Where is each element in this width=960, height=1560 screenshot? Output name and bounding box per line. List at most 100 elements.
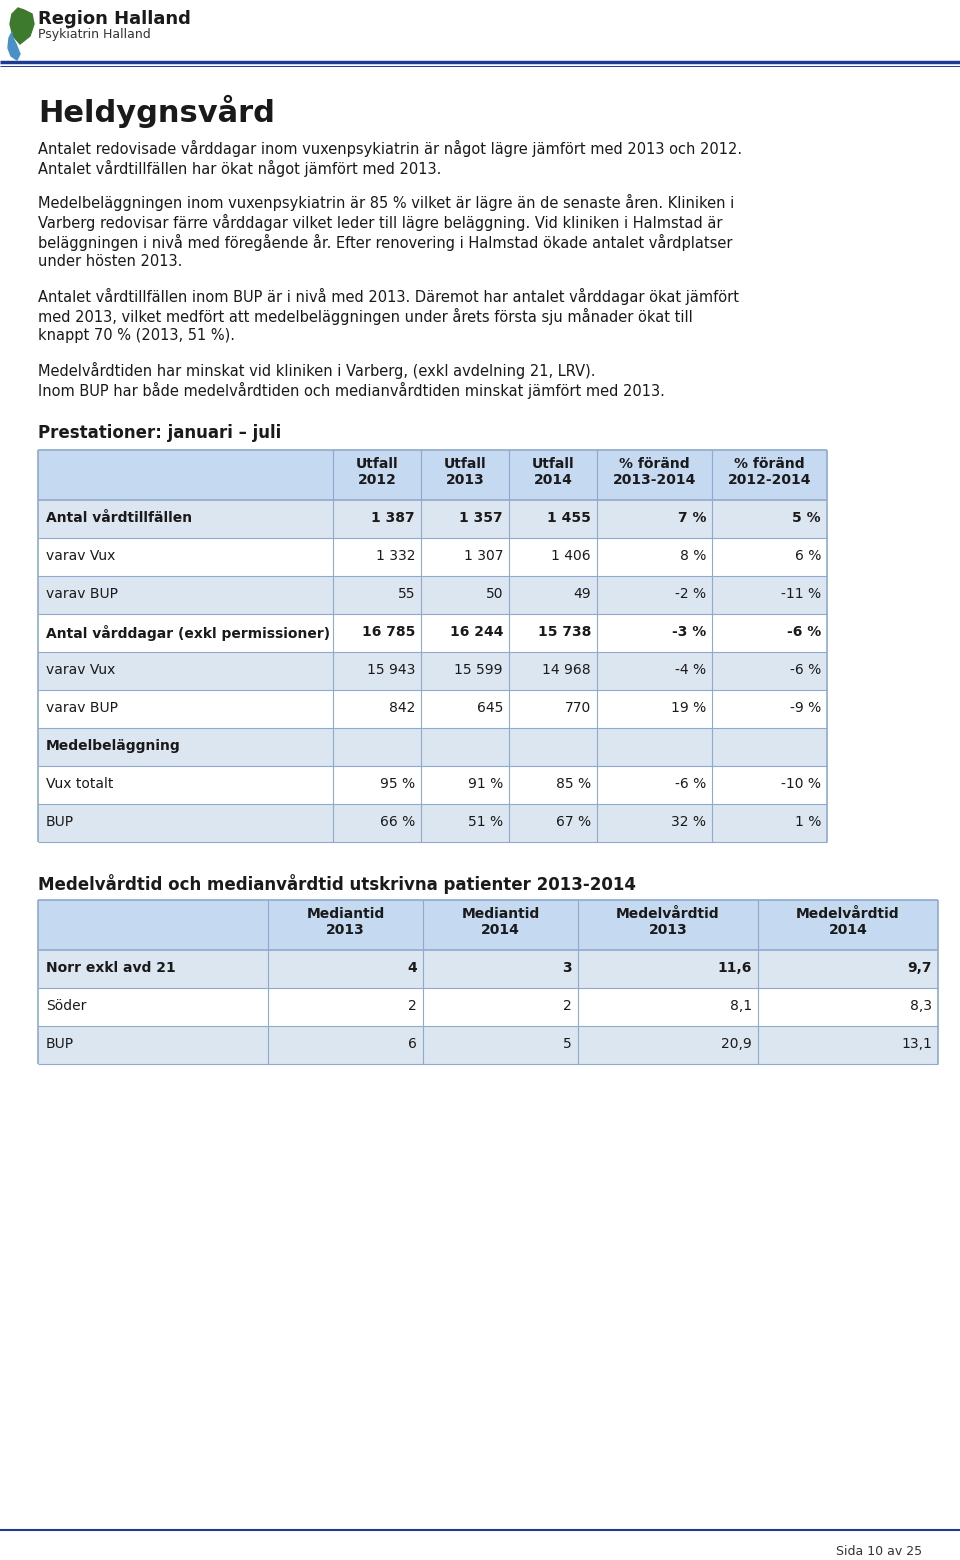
Text: -6 %: -6 % (790, 663, 821, 677)
Text: 8,3: 8,3 (910, 998, 932, 1012)
Text: Medelvårdtiden har minskat vid kliniken i Varberg, (exkl avdelning 21, LRV).: Medelvårdtiden har minskat vid kliniken … (38, 362, 595, 379)
Text: 842: 842 (389, 700, 415, 714)
Text: BUP: BUP (46, 814, 74, 828)
Text: Utfall: Utfall (444, 457, 487, 471)
Text: 3: 3 (563, 961, 572, 975)
Text: Prestationer: januari – juli: Prestationer: januari – juli (38, 424, 281, 441)
Text: med 2013, vilket medfört att medelbeläggningen under årets första sju månader ök: med 2013, vilket medfört att medelbelägg… (38, 307, 693, 324)
Bar (38, 1026, 938, 1064)
Text: 11,6: 11,6 (718, 961, 752, 975)
Text: 2014: 2014 (481, 924, 520, 938)
Text: 8,1: 8,1 (730, 998, 752, 1012)
Bar (38, 803, 827, 842)
Text: -10 %: -10 % (781, 777, 821, 791)
Bar (38, 950, 938, 987)
Text: 91 %: 91 % (468, 777, 503, 791)
Text: beläggningen i nivå med föregående år. Efter renovering i Halmstad ökade antalet: beläggningen i nivå med föregående år. E… (38, 234, 732, 251)
Text: under hösten 2013.: under hösten 2013. (38, 254, 182, 268)
Text: Söder: Söder (46, 998, 86, 1012)
Text: Medelbeläggning: Medelbeläggning (46, 739, 180, 753)
Text: 1 307: 1 307 (464, 549, 503, 563)
Text: 2013: 2013 (445, 473, 485, 487)
Text: 16 244: 16 244 (449, 626, 503, 640)
Bar (38, 576, 827, 615)
Text: Vux totalt: Vux totalt (46, 777, 113, 791)
Text: 20,9: 20,9 (721, 1037, 752, 1051)
Text: varav BUP: varav BUP (46, 587, 118, 601)
Text: 67 %: 67 % (556, 814, 591, 828)
Text: 32 %: 32 % (671, 814, 706, 828)
Text: 2014: 2014 (828, 924, 868, 938)
Text: Mediantid: Mediantid (306, 906, 385, 920)
Text: 645: 645 (476, 700, 503, 714)
Text: Inom BUP har både medelvårdtiden och medianvårdtiden minskat jämfört med 2013.: Inom BUP har både medelvårdtiden och med… (38, 382, 665, 399)
Text: varav Vux: varav Vux (46, 663, 115, 677)
Bar (38, 690, 827, 729)
Text: -6 %: -6 % (675, 777, 706, 791)
Text: 5: 5 (564, 1037, 572, 1051)
Bar (38, 652, 827, 690)
Text: 51 %: 51 % (468, 814, 503, 828)
Text: 15 738: 15 738 (538, 626, 591, 640)
Text: 6: 6 (408, 1037, 417, 1051)
Text: -9 %: -9 % (790, 700, 821, 714)
Bar (38, 766, 827, 803)
Text: Medelvårdtid: Medelvårdtid (616, 906, 720, 920)
Text: 13,1: 13,1 (901, 1037, 932, 1051)
Text: % föränd: % föränd (619, 457, 690, 471)
Text: 1 455: 1 455 (547, 512, 591, 526)
Text: 2013: 2013 (326, 924, 365, 938)
Text: Mediantid: Mediantid (462, 906, 540, 920)
Text: -11 %: -11 % (780, 587, 821, 601)
Text: Utfall: Utfall (356, 457, 398, 471)
Text: 1 357: 1 357 (460, 512, 503, 526)
Text: Antal vårddagar (exkl permissioner): Antal vårddagar (exkl permissioner) (46, 626, 330, 641)
Bar (38, 538, 827, 576)
Text: 2014: 2014 (534, 473, 572, 487)
Text: knappt 70 % (2013, 51 %).: knappt 70 % (2013, 51 %). (38, 328, 235, 343)
Text: 95 %: 95 % (380, 777, 415, 791)
Text: 5 %: 5 % (792, 512, 821, 526)
Text: 15 599: 15 599 (454, 663, 503, 677)
Text: 9,7: 9,7 (907, 961, 932, 975)
Text: Psykiatrin Halland: Psykiatrin Halland (38, 28, 151, 41)
Text: Medelbeläggningen inom vuxenpsykiatrin är 85 % vilket är lägre än de senaste åre: Medelbeläggningen inom vuxenpsykiatrin ä… (38, 193, 734, 211)
Text: 770: 770 (564, 700, 591, 714)
Text: 1 406: 1 406 (551, 549, 591, 563)
Text: 55: 55 (397, 587, 415, 601)
Text: 8 %: 8 % (680, 549, 706, 563)
Bar (38, 987, 938, 1026)
Text: 7 %: 7 % (678, 512, 706, 526)
Text: 85 %: 85 % (556, 777, 591, 791)
Text: -3 %: -3 % (672, 626, 706, 640)
Text: 14 968: 14 968 (542, 663, 591, 677)
Text: Norr exkl avd 21: Norr exkl avd 21 (46, 961, 176, 975)
Text: Antalet vårdtillfällen har ökat något jämfört med 2013.: Antalet vårdtillfällen har ökat något jä… (38, 161, 442, 176)
Text: 15 943: 15 943 (367, 663, 415, 677)
Text: 66 %: 66 % (380, 814, 415, 828)
Bar (38, 729, 827, 766)
Text: 6 %: 6 % (795, 549, 821, 563)
Text: Antalet redovisade vårddagar inom vuxenpsykiatrin är något lägre jämfört med 201: Antalet redovisade vårddagar inom vuxenp… (38, 140, 742, 158)
Text: -6 %: -6 % (787, 626, 821, 640)
Text: 4: 4 (407, 961, 417, 975)
Bar (38, 615, 827, 652)
Text: 2: 2 (564, 998, 572, 1012)
Text: 1 %: 1 % (795, 814, 821, 828)
Text: Varberg redovisar färre vårddagar vilket leder till lägre beläggning. Vid klinik: Varberg redovisar färre vårddagar vilket… (38, 214, 723, 231)
Text: 16 785: 16 785 (362, 626, 415, 640)
Text: % föränd: % föränd (734, 457, 804, 471)
Text: Antal vårdtillfällen: Antal vårdtillfällen (46, 512, 192, 526)
Text: Antalet vårdtillfällen inom BUP är i nivå med 2013. Däremot har antalet vårddaga: Antalet vårdtillfällen inom BUP är i niv… (38, 289, 739, 306)
Bar (38, 900, 938, 950)
Text: 2012-2014: 2012-2014 (728, 473, 811, 487)
Text: Medelvårdtid: Medelvårdtid (796, 906, 900, 920)
Bar (38, 449, 827, 501)
Polygon shape (10, 8, 34, 44)
Text: 2: 2 (408, 998, 417, 1012)
Text: 2012: 2012 (357, 473, 396, 487)
Text: 1 332: 1 332 (375, 549, 415, 563)
Text: 49: 49 (573, 587, 591, 601)
Text: -4 %: -4 % (675, 663, 706, 677)
Text: Heldygnsvård: Heldygnsvård (38, 95, 275, 128)
